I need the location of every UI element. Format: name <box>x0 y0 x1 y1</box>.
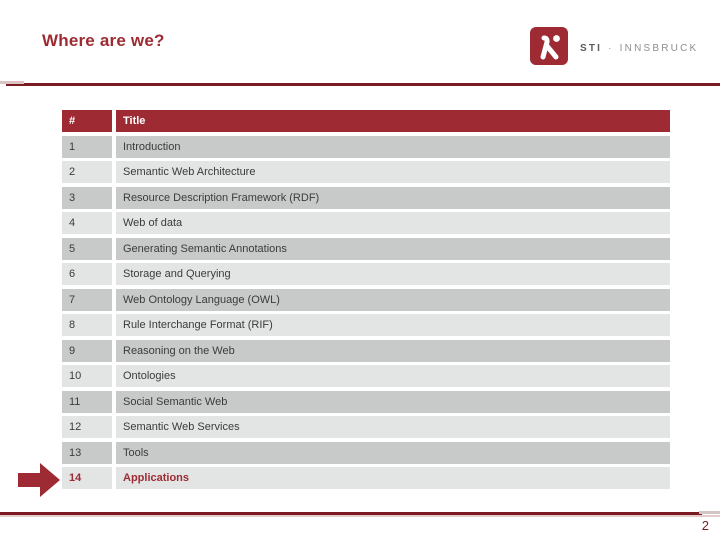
row-num: 11 <box>62 390 112 413</box>
table-row: 11 Social Semantic Web <box>62 390 670 413</box>
row-title: Resource Description Framework (RDF) <box>116 186 670 209</box>
row-title: Introduction <box>116 135 670 158</box>
row-num: 12 <box>62 416 112 438</box>
row-title: Semantic Web Architecture <box>116 161 670 183</box>
row-title: Rule Interchange Format (RIF) <box>116 314 670 336</box>
table-row: 3 Resource Description Framework (RDF) <box>62 186 670 209</box>
toc-table: # Title 1 Introduction 2 Semantic Web Ar… <box>62 110 670 493</box>
row-num: 1 <box>62 135 112 158</box>
table-row: 4 Web of data <box>62 212 670 234</box>
sti-logo: STI · INNSBRUCK <box>530 27 698 65</box>
header-rule-accent <box>0 81 24 84</box>
header-rule <box>6 83 720 86</box>
row-title: Reasoning on the Web <box>116 339 670 362</box>
row-num: 5 <box>62 237 112 260</box>
row-title: Applications <box>116 467 670 489</box>
table-row: 6 Storage and Querying <box>62 263 670 285</box>
footer-rule-shadow <box>0 515 720 517</box>
row-num: 3 <box>62 186 112 209</box>
row-title: Ontologies <box>116 365 670 387</box>
table-row: 10 Ontologies <box>62 365 670 387</box>
header-cell-title: Title <box>116 110 670 132</box>
table-row: 2 Semantic Web Architecture <box>62 161 670 183</box>
page-title: Where are we? <box>42 31 165 50</box>
row-title: Storage and Querying <box>116 263 670 285</box>
row-num: 2 <box>62 161 112 183</box>
row-num: 8 <box>62 314 112 336</box>
row-title: Generating Semantic Annotations <box>116 237 670 260</box>
row-num: 4 <box>62 212 112 234</box>
table-row: 5 Generating Semantic Annotations <box>62 237 670 260</box>
row-num: 10 <box>62 365 112 387</box>
table-row: 14 Applications <box>62 467 670 489</box>
page-number: 2 <box>701 518 709 533</box>
row-num: 6 <box>62 263 112 285</box>
footer-rule <box>0 512 702 515</box>
row-num: 14 <box>62 467 112 489</box>
logo-text: STI · INNSBRUCK <box>580 43 698 54</box>
row-num: 7 <box>62 288 112 311</box>
table-row: 7 Web Ontology Language (OWL) <box>62 288 670 311</box>
row-title: Social Semantic Web <box>116 390 670 413</box>
row-title: Semantic Web Services <box>116 416 670 438</box>
table-header-row: # Title <box>62 110 670 132</box>
row-title: Web of data <box>116 212 670 234</box>
header-cell-num: # <box>62 110 112 132</box>
logo-name-text: INNSBRUCK <box>619 42 699 54</box>
toc-table-body: 1 Introduction 2 Semantic Web Architectu… <box>62 135 670 489</box>
table-row: 9 Reasoning on the Web <box>62 339 670 362</box>
table-row: 1 Introduction <box>62 135 670 158</box>
row-title: Tools <box>116 441 670 464</box>
row-num: 9 <box>62 339 112 362</box>
logo-brand-text: STI <box>580 42 603 54</box>
row-num: 13 <box>62 441 112 464</box>
row-title: Web Ontology Language (OWL) <box>116 288 670 311</box>
table-row: 12 Semantic Web Services <box>62 416 670 438</box>
sti-logo-icon <box>530 27 568 65</box>
table-row: 8 Rule Interchange Format (RIF) <box>62 314 670 336</box>
current-row-arrow-icon <box>18 463 60 497</box>
footer-rule-accent <box>699 511 720 514</box>
logo-separator: · <box>608 42 614 54</box>
table-row: 13 Tools <box>62 441 670 464</box>
